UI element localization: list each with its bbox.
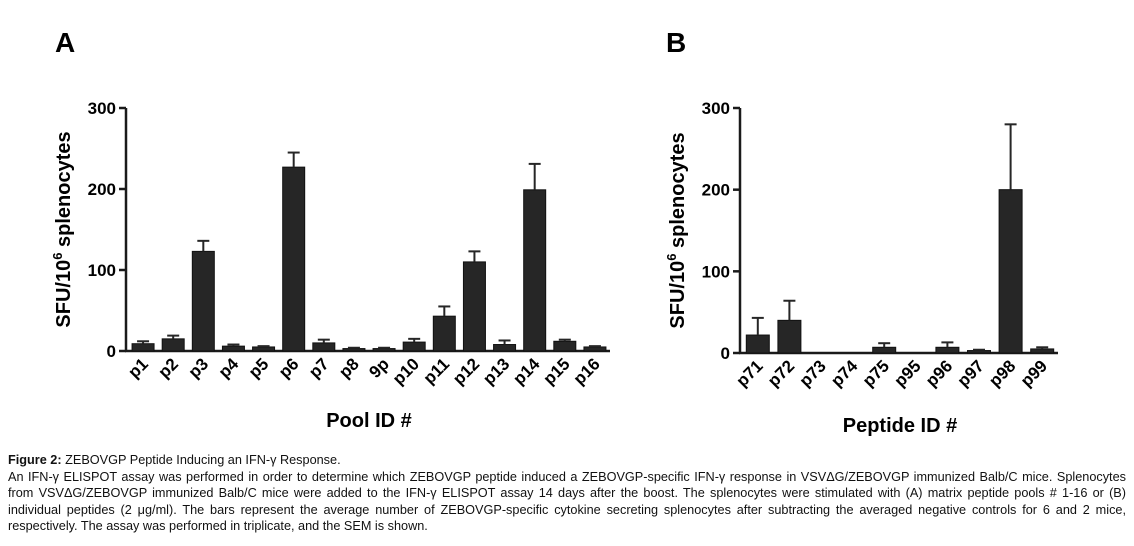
- figure-charts: A 0 100 200 300 SFU/106 splenocytes p1 p2 p3 p4 p5…: [50, 27, 1058, 437]
- category-label-p72: p72: [764, 356, 798, 390]
- category-label-p14: p14: [509, 354, 544, 389]
- y-axis-title-rest: splenocytes: [667, 132, 689, 253]
- y-axis-title-superscript: 6: [50, 253, 65, 260]
- bar-p8: [342, 348, 366, 352]
- bar-p14: [523, 189, 547, 352]
- x-axis-title: Peptide ID #: [843, 415, 957, 437]
- bar-p2: [161, 338, 185, 352]
- category-label-p99: p99: [1017, 356, 1051, 390]
- caption-heading: Figure 2: ZEBOVGP Peptide Inducing an IF…: [8, 452, 1126, 469]
- category-label-p6: p6: [275, 354, 302, 381]
- y-axis-title: SFU/106 splenocytes: [50, 131, 75, 327]
- y-tick-label: 200: [702, 181, 730, 200]
- bar-p16: [583, 346, 607, 352]
- category-label-p75: p75: [859, 356, 893, 390]
- category-label-p95: p95: [890, 356, 924, 390]
- bar-p4: [221, 345, 245, 352]
- bar-p75: [872, 346, 897, 354]
- bar-p10: [402, 341, 426, 352]
- category-label-p3: p3: [185, 354, 212, 381]
- bar-p6: [282, 166, 306, 352]
- y-tick-label: 0: [107, 342, 116, 361]
- category-label-p11: p11: [420, 354, 453, 387]
- caption-label: Figure 2:: [8, 453, 62, 467]
- bar-p71: [745, 334, 770, 354]
- category-label-p15: p15: [539, 354, 573, 388]
- bar-p5: [252, 346, 276, 352]
- category-label-p4: p4: [215, 354, 243, 382]
- y-axis-title-main: SFU/10: [667, 261, 689, 329]
- y-axis-title-superscript: 6: [664, 254, 679, 261]
- y-tick-label: 200: [88, 180, 116, 199]
- category-label-p71: p71: [732, 356, 766, 390]
- y-tick-label: 300: [702, 99, 730, 118]
- bar-p99: [1030, 348, 1055, 354]
- bar-p1: [131, 343, 155, 352]
- bar-p13: [493, 344, 517, 352]
- panel-letter: B: [666, 27, 686, 58]
- bar-p3: [191, 250, 215, 352]
- y-tick-label: 100: [702, 262, 730, 281]
- category-label-p74: p74: [827, 356, 862, 391]
- category-label-p96: p96: [922, 356, 956, 390]
- category-label-p97: p97: [954, 356, 988, 390]
- category-label-9p: 9p: [365, 354, 392, 381]
- y-axis-title: SFU/106 splenocytes: [664, 132, 689, 328]
- caption-body: An IFN-γ ELISPOT assay was performed in …: [8, 469, 1126, 534]
- category-label-p2: p2: [155, 354, 182, 381]
- y-tick-label: 0: [721, 344, 730, 363]
- bar-p11: [432, 315, 456, 352]
- category-label-p8: p8: [335, 354, 362, 381]
- y-tick-label: 100: [88, 261, 116, 280]
- figure-caption: Figure 2: ZEBOVGP Peptide Inducing an IF…: [8, 452, 1126, 535]
- category-label-p7: p7: [305, 354, 332, 381]
- category-label-p12: p12: [449, 354, 483, 388]
- category-label-p13: p13: [479, 354, 513, 388]
- category-label-p5: p5: [245, 354, 272, 381]
- chart-panel-a: A 0 100 200 300 SFU/106 splenocytes p1 p2 p3 p4 p5…: [50, 27, 610, 432]
- category-label-p1: p1: [124, 354, 151, 381]
- category-label-p10: p10: [389, 354, 423, 388]
- category-label-p98: p98: [985, 356, 1019, 390]
- bar-p96: [935, 346, 960, 354]
- bar-p98: [998, 189, 1023, 354]
- bar-p15: [553, 340, 577, 352]
- bar-p7: [312, 342, 336, 352]
- bar-p97: [967, 350, 991, 354]
- panel-letter: A: [55, 27, 75, 58]
- bar-p72: [777, 319, 802, 354]
- category-label-p73: p73: [796, 356, 830, 390]
- y-axis-title-main: SFU/10: [53, 260, 75, 328]
- y-axis-title-rest: splenocytes: [53, 131, 75, 252]
- bar-p12: [462, 261, 486, 352]
- y-tick-label: 300: [88, 99, 116, 118]
- x-axis-title: Pool ID #: [326, 410, 412, 432]
- bar-9p: [372, 348, 396, 352]
- category-label-p16: p16: [570, 354, 604, 388]
- caption-title: ZEBOVGP Peptide Inducing an IFN-γ Respon…: [61, 453, 341, 467]
